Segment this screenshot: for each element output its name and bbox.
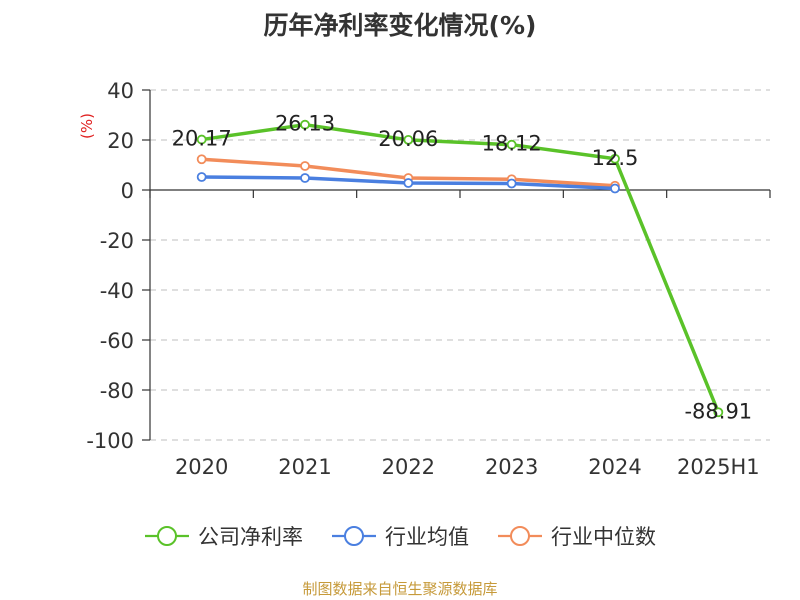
y-tick-label: -20 xyxy=(100,229,134,253)
data-point xyxy=(713,407,724,418)
data-point xyxy=(403,178,414,188)
y-tick-label: -100 xyxy=(86,429,134,453)
y-tick-label: -80 xyxy=(100,379,134,403)
data-label: 26.13 xyxy=(275,112,335,136)
legend-swatch-icon xyxy=(332,526,376,546)
x-tick-label: 2020 xyxy=(175,455,228,479)
x-tick-label: 2021 xyxy=(278,455,331,479)
y-tick-label: 20 xyxy=(107,129,134,153)
legend-swatch-icon xyxy=(145,526,189,546)
data-point xyxy=(506,178,517,189)
x-tick-label: 2022 xyxy=(382,455,435,479)
series-line xyxy=(201,122,720,413)
legend-label: 行业均值 xyxy=(385,525,469,549)
legend-item[interactable]: 行业均值 xyxy=(331,521,469,551)
legend: 公司净利率 行业均值 行业中位数 xyxy=(0,518,800,554)
data-point xyxy=(610,153,620,164)
data-point xyxy=(300,173,310,183)
y-axis-label: (%) xyxy=(78,113,96,139)
data-label: 12.5 xyxy=(592,146,639,170)
data-point xyxy=(403,134,414,145)
data-point xyxy=(506,139,517,150)
data-label: -88.91 xyxy=(684,399,752,423)
x-tick-label: 2024 xyxy=(588,455,641,479)
legend-label: 公司净利率 xyxy=(198,525,303,549)
y-tick-label: -40 xyxy=(100,279,134,303)
data-point xyxy=(300,119,310,130)
y-tick-label: 0 xyxy=(121,179,134,203)
data-label: 18.12 xyxy=(482,132,542,156)
source-note: 制图数据来自恒生聚源数据库 xyxy=(302,580,498,598)
legend-item[interactable]: 行业中位数 xyxy=(497,521,656,551)
data-point xyxy=(196,134,207,145)
data-label: 20.17 xyxy=(172,127,232,151)
x-tick-label: 2023 xyxy=(485,455,538,479)
axes: 40 20 0 -20 -40 -60 -80 -100 (%) 2020 2021 2022 2023… xyxy=(78,79,771,479)
legend-label: 行业中位数 xyxy=(551,525,656,549)
y-tick-label: 40 xyxy=(107,79,134,103)
data-point xyxy=(610,183,620,194)
series-lines xyxy=(196,119,724,418)
legend-swatch-icon xyxy=(498,526,542,546)
data-label: 20.06 xyxy=(378,127,438,151)
x-tick-label: 2025H1 xyxy=(677,455,760,479)
data-point xyxy=(300,161,310,171)
data-point xyxy=(196,154,207,165)
chart-title: 历年净利率变化情况(%) xyxy=(263,11,537,40)
data-point xyxy=(196,172,207,182)
data-labels: 20.17 26.13 20.06 18.12 12.5 -88.91 xyxy=(172,112,753,424)
legend-item[interactable]: 公司净利率 xyxy=(144,521,303,551)
y-tick-label: -60 xyxy=(100,329,134,353)
grid-lines xyxy=(150,89,770,441)
